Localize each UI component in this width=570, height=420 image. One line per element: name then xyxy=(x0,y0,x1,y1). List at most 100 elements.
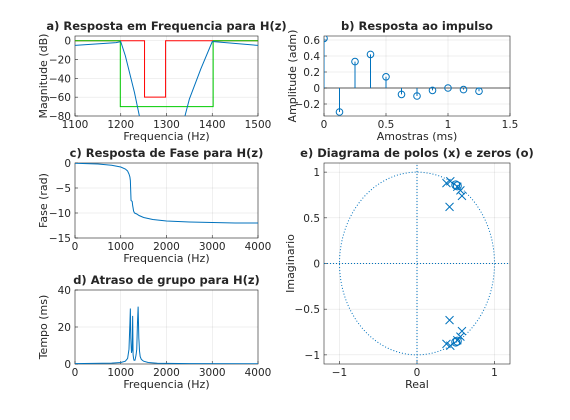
x-tick-label: 1 xyxy=(491,367,498,379)
series-line-2 xyxy=(75,40,258,108)
x-axis-label: Amostras (ms) xyxy=(377,130,458,143)
stem-marker xyxy=(324,36,328,43)
series-line-3 xyxy=(75,41,140,116)
series-line-1 xyxy=(75,306,258,364)
y-tick-label: −5 xyxy=(56,183,71,195)
y-tick-label: 0 xyxy=(64,359,71,371)
y-tick-label: 0 xyxy=(313,83,320,95)
y-tick-label: 0.4 xyxy=(303,51,320,63)
stem-marker xyxy=(335,108,344,116)
chart-title: a) Resposta em Frequencia para H(z) xyxy=(46,19,286,33)
x-tick-label: 0 xyxy=(72,367,79,379)
unit-circle xyxy=(339,171,495,356)
y-tick-label: −10 xyxy=(49,208,71,220)
y-tick-label: −0.2 xyxy=(295,99,321,111)
y-axis-label: Imaginario xyxy=(284,234,297,293)
x-axis-label: Frequencia (Hz) xyxy=(123,130,209,143)
pole-marker xyxy=(457,191,467,201)
x-tick-label: 1200 xyxy=(107,119,134,131)
y-tick-label: −20 xyxy=(49,55,71,67)
plot-area xyxy=(74,289,259,365)
stem-marker xyxy=(444,84,452,92)
x-tick-label: 0 xyxy=(72,241,79,253)
chart-d: 0 1000 2000 3000 4000 0 20 40d) Atraso de grupo… xyxy=(37,273,271,391)
chart-a: 1100 1200 1300 1400 1500 0 −20 −40 −60 −80 a) Resp… xyxy=(37,19,287,143)
stem-marker xyxy=(397,90,406,99)
x-axis-label: Frequencia (Hz) xyxy=(123,252,209,265)
pole-marker xyxy=(456,332,465,341)
pole-marker xyxy=(457,326,467,336)
x-tick-label: 4000 xyxy=(245,367,272,379)
x-tick-label: 4000 xyxy=(245,241,272,253)
chart-title: e) Diagrama de polos (x) e zeros (o) xyxy=(300,146,534,160)
series-line-4 xyxy=(184,41,258,116)
x-tick-label: 1 xyxy=(445,119,452,131)
x-tick-label: 2000 xyxy=(153,241,180,253)
x-axis-label: Frequencia (Hz) xyxy=(123,378,209,391)
x-tick-label: 1500 xyxy=(245,119,272,131)
x-tick-label: 1000 xyxy=(107,367,134,379)
plot-area xyxy=(74,162,259,239)
stem-marker xyxy=(382,73,390,81)
y-axis-label: Fase (rad) xyxy=(37,173,50,228)
y-tick-label: −15 xyxy=(49,233,71,245)
y-tick-label: 1 xyxy=(313,167,320,179)
x-tick-label: 2000 xyxy=(153,367,180,379)
y-tick-label: 20 xyxy=(58,322,71,334)
chart-e: −1 0 1 1 0.5 0 −0.5 −1 e) Diagrama de polos (x) … xyxy=(284,146,534,391)
series-line-1 xyxy=(75,163,258,224)
data-layer xyxy=(75,306,258,364)
x-tick-label: 1100 xyxy=(62,119,89,131)
y-tick-label: 40 xyxy=(58,285,71,297)
y-tick-label: 0 xyxy=(313,259,320,271)
y-tick-label: −80 xyxy=(49,111,71,123)
stem-marker xyxy=(475,87,483,95)
stem-marker xyxy=(351,57,359,66)
x-tick-label: 1.5 xyxy=(502,119,519,131)
x-tick-label: 3000 xyxy=(199,367,226,379)
chart-c: 0 1000 2000 3000 4000 0 −5 −10 −15 c) Resposta de… xyxy=(37,146,271,265)
y-tick-label: 0.6 xyxy=(303,35,320,47)
stem-marker xyxy=(428,86,437,95)
chart-title: d) Atraso de grupo para H(z) xyxy=(73,273,260,287)
chart-b: 0 0.5 1 1.50.60.40.20−0.2b) Resposta ao imp… xyxy=(286,19,518,143)
chart-title: b) Resposta ao impulso xyxy=(341,19,493,33)
pole-marker xyxy=(456,186,465,195)
pole-marker xyxy=(445,315,454,325)
y-tick-label: −0.5 xyxy=(295,304,321,316)
chart-title: c) Resposta de Fase para H(z) xyxy=(70,146,264,160)
x-tick-label: 0 xyxy=(321,119,328,131)
y-tick-label: −40 xyxy=(49,73,71,85)
x-tick-label: 1000 xyxy=(107,241,134,253)
data-layer xyxy=(324,36,510,116)
x-axis-label: Real xyxy=(405,378,429,391)
y-axis-label: Tempo (ms) xyxy=(37,295,50,361)
stem-marker xyxy=(413,92,421,100)
stem-marker xyxy=(459,85,468,94)
y-axis-label: Magnitude (dB) xyxy=(37,34,50,119)
y-tick-label: −60 xyxy=(49,92,71,104)
series-line-1 xyxy=(75,40,258,98)
stem-marker xyxy=(366,50,375,59)
x-tick-label: 0 xyxy=(414,367,421,379)
x-tick-label: 1300 xyxy=(153,119,180,131)
pole-marker xyxy=(445,341,455,351)
y-tick-label: 0 xyxy=(64,158,71,170)
x-tick-label: 3000 xyxy=(199,241,226,253)
pole-marker xyxy=(445,202,454,212)
x-tick-label: 0.5 xyxy=(378,119,395,131)
x-tick-label: −1 xyxy=(332,367,347,379)
x-tick-label: 1400 xyxy=(199,119,226,131)
zero-marker xyxy=(452,181,462,191)
data-layer xyxy=(75,40,258,116)
y-tick-label: 0.5 xyxy=(303,213,320,225)
data-layer xyxy=(324,163,510,364)
data-layer xyxy=(75,163,258,224)
y-axis-label: Amplitude (adm) xyxy=(286,30,299,123)
pole-marker xyxy=(445,176,455,186)
plot-area xyxy=(74,35,259,117)
zero-marker xyxy=(452,336,462,346)
y-tick-label: 0 xyxy=(64,36,71,48)
y-tick-label: 0.2 xyxy=(303,67,320,79)
